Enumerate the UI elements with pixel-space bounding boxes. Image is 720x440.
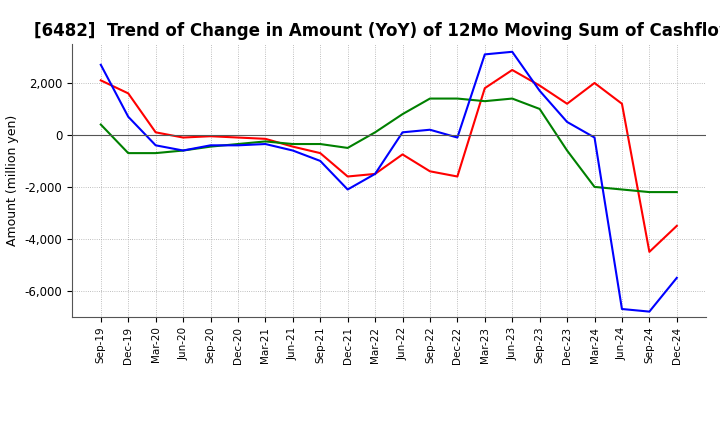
Free Cashflow [618,306,626,312]
Operating Cashflow [233,135,242,140]
Free Cashflow [508,49,516,55]
Free Cashflow [371,171,379,176]
Investing Cashflow [289,141,297,147]
Free Cashflow [645,309,654,314]
Investing Cashflow [371,130,379,135]
Investing Cashflow [590,184,599,190]
Operating Cashflow [316,150,325,156]
Investing Cashflow [563,148,572,153]
Free Cashflow [672,275,681,280]
Investing Cashflow [206,144,215,149]
Operating Cashflow [536,83,544,88]
Operating Cashflow [398,152,407,157]
Operating Cashflow [618,101,626,106]
Free Cashflow [563,119,572,125]
Free Cashflow [480,52,489,57]
Investing Cashflow [426,96,434,101]
Operating Cashflow [590,81,599,86]
Operating Cashflow [508,67,516,73]
Operating Cashflow [151,130,160,135]
Operating Cashflow [371,171,379,176]
Line: Operating Cashflow: Operating Cashflow [101,70,677,252]
Line: Free Cashflow: Free Cashflow [101,52,677,312]
Free Cashflow [233,143,242,148]
Free Cashflow [426,127,434,132]
Investing Cashflow [508,96,516,101]
Operating Cashflow [289,144,297,149]
Operating Cashflow [563,101,572,106]
Free Cashflow [96,62,105,67]
Free Cashflow [536,88,544,93]
Investing Cashflow [536,106,544,112]
Investing Cashflow [96,122,105,127]
Free Cashflow [124,114,132,119]
Operating Cashflow [453,174,462,179]
Free Cashflow [590,135,599,140]
Free Cashflow [151,143,160,148]
Investing Cashflow [343,145,352,150]
Investing Cashflow [124,150,132,156]
Investing Cashflow [179,148,187,153]
Free Cashflow [453,135,462,140]
Investing Cashflow [480,99,489,104]
Operating Cashflow [179,135,187,140]
Investing Cashflow [261,139,270,144]
Investing Cashflow [672,190,681,195]
Investing Cashflow [453,96,462,101]
Free Cashflow [179,148,187,153]
Line: Investing Cashflow: Investing Cashflow [101,99,677,192]
Investing Cashflow [233,141,242,147]
Operating Cashflow [261,136,270,142]
Operating Cashflow [645,249,654,254]
Operating Cashflow [206,134,215,139]
Free Cashflow [261,141,270,147]
Investing Cashflow [151,150,160,156]
Investing Cashflow [398,111,407,117]
Investing Cashflow [645,190,654,195]
Investing Cashflow [316,141,325,147]
Y-axis label: Amount (million yen): Amount (million yen) [6,115,19,246]
Operating Cashflow [124,91,132,96]
Operating Cashflow [343,174,352,179]
Free Cashflow [343,187,352,192]
Operating Cashflow [96,78,105,83]
Free Cashflow [398,130,407,135]
Free Cashflow [206,143,215,148]
Free Cashflow [289,148,297,153]
Investing Cashflow [618,187,626,192]
Operating Cashflow [672,223,681,228]
Title: [6482]  Trend of Change in Amount (YoY) of 12Mo Moving Sum of Cashflows: [6482] Trend of Change in Amount (YoY) o… [34,22,720,40]
Free Cashflow [316,158,325,164]
Operating Cashflow [426,169,434,174]
Operating Cashflow [480,85,489,91]
